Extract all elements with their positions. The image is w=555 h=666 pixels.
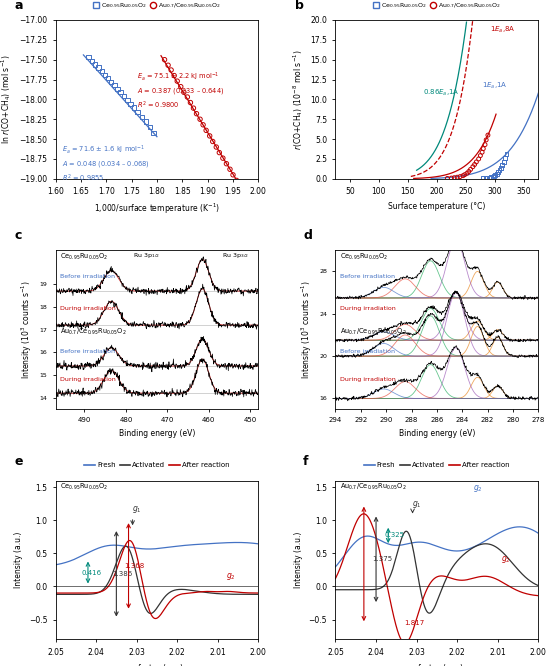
Point bbox=[176, 81, 185, 92]
Point bbox=[170, 70, 179, 81]
Text: Ce$_{0.95}$Ru$_{0.05}$O$_2$: Ce$_{0.95}$Ru$_{0.05}$O$_2$ bbox=[59, 482, 108, 492]
Point bbox=[232, 175, 241, 186]
Text: 0.86$E_a$,1A: 0.86$E_a$,1A bbox=[423, 89, 459, 99]
Point bbox=[130, 102, 139, 113]
Point bbox=[493, 167, 502, 178]
Text: c: c bbox=[15, 229, 22, 242]
Point bbox=[486, 172, 495, 182]
Text: $g_1$: $g_1$ bbox=[132, 504, 142, 515]
Point bbox=[107, 77, 116, 87]
Point bbox=[199, 119, 208, 130]
Point bbox=[145, 122, 154, 133]
Y-axis label: $r$(CO+CH$_4$) (10$^{-8}$ mol s$^{-1}$): $r$(CO+CH$_4$) (10$^{-8}$ mol s$^{-1}$) bbox=[291, 49, 305, 150]
Text: During irradiation: During irradiation bbox=[59, 378, 115, 382]
Text: a: a bbox=[15, 0, 23, 12]
Point bbox=[201, 125, 210, 136]
X-axis label: Surface temperature (°C): Surface temperature (°C) bbox=[388, 202, 486, 210]
Point bbox=[458, 170, 467, 181]
Point bbox=[98, 65, 107, 76]
Point bbox=[142, 117, 150, 127]
Point bbox=[189, 103, 198, 113]
Point bbox=[450, 172, 459, 183]
Point bbox=[179, 87, 188, 97]
Point bbox=[192, 109, 201, 119]
Text: $E_a$ = 75.1 ± 2.2 kJ mol$^{-1}$
$A$ = 0.387 (0.233 – 0.644)
$R^2$ = 0.9800: $E_a$ = 75.1 ± 2.2 kJ mol$^{-1}$ $A$ = 0… bbox=[137, 71, 224, 111]
X-axis label: $g$ factor (a.u.): $g$ factor (a.u.) bbox=[130, 662, 184, 666]
Text: 1$E_a$,8A: 1$E_a$,8A bbox=[490, 25, 515, 35]
Point bbox=[468, 161, 477, 172]
Text: Before irradiation: Before irradiation bbox=[340, 274, 395, 279]
Text: Before irradiation: Before irradiation bbox=[59, 274, 114, 279]
Y-axis label: Intensity (a.u.): Intensity (a.u.) bbox=[14, 531, 23, 588]
Point bbox=[137, 111, 146, 122]
Point bbox=[447, 172, 456, 183]
Point bbox=[502, 149, 511, 159]
Text: Before irradiation: Before irradiation bbox=[59, 349, 114, 354]
Point bbox=[101, 69, 110, 80]
Point bbox=[496, 163, 505, 173]
Text: Ru 3p$_{3/2}$: Ru 3p$_{3/2}$ bbox=[222, 252, 249, 260]
Point bbox=[119, 91, 128, 101]
Point bbox=[123, 95, 132, 105]
Point bbox=[225, 164, 234, 174]
Point bbox=[222, 159, 231, 169]
Point bbox=[478, 147, 487, 158]
Point bbox=[205, 131, 214, 141]
Point bbox=[470, 159, 479, 170]
Point bbox=[501, 153, 509, 163]
Point bbox=[463, 168, 472, 178]
Point bbox=[479, 173, 488, 184]
Text: $g_1$: $g_1$ bbox=[412, 500, 421, 510]
Legend: Fresh, Activated, After reaction: Fresh, Activated, After reaction bbox=[364, 462, 510, 469]
Text: 1.375: 1.375 bbox=[372, 556, 392, 562]
Point bbox=[90, 59, 99, 70]
Point bbox=[215, 147, 224, 158]
Point bbox=[94, 63, 103, 73]
Y-axis label: Intensity (10$^3$ counts s$^{-1}$): Intensity (10$^3$ counts s$^{-1}$) bbox=[19, 280, 34, 379]
Point bbox=[481, 173, 490, 184]
Point bbox=[208, 136, 217, 147]
Text: f: f bbox=[303, 455, 309, 468]
Point bbox=[483, 172, 492, 183]
Point bbox=[466, 164, 475, 174]
Point bbox=[443, 173, 452, 184]
Point bbox=[110, 80, 119, 91]
Point bbox=[186, 97, 195, 108]
X-axis label: Binding energy (eV): Binding energy (eV) bbox=[398, 429, 475, 438]
Text: $g_2$: $g_2$ bbox=[226, 571, 236, 583]
Text: Au$_{0.7}$/Ce$_{0.95}$Ru$_{0.05}$O$_2$: Au$_{0.7}$/Ce$_{0.95}$Ru$_{0.05}$O$_2$ bbox=[59, 326, 127, 337]
Text: $E_a$ = 71.6 ± 1.6 kJ mol$^{-1}$
$A$ = 0.048 (0.034 – 0.068)
$R^2$ = 0.9855: $E_a$ = 71.6 ± 1.6 kJ mol$^{-1}$ $A$ = 0… bbox=[62, 144, 149, 184]
Point bbox=[456, 171, 465, 182]
Point bbox=[126, 99, 135, 109]
Point bbox=[453, 172, 462, 182]
Point bbox=[472, 157, 481, 167]
Text: 0.325: 0.325 bbox=[384, 533, 404, 539]
Point bbox=[160, 55, 169, 65]
X-axis label: 1,000/surface temperature (K$^{-1}$): 1,000/surface temperature (K$^{-1}$) bbox=[94, 202, 220, 216]
Point bbox=[476, 151, 485, 161]
Point bbox=[183, 92, 192, 103]
Point bbox=[195, 114, 204, 125]
Legend: Ce$_{0.95}$Ru$_{0.05}$O$_2$, Au$_{0.7}$/Ce$_{0.95}$Ru$_{0.05}$O$_2$: Ce$_{0.95}$Ru$_{0.05}$O$_2$, Au$_{0.7}$/… bbox=[92, 1, 221, 11]
Point bbox=[212, 142, 221, 153]
Text: d: d bbox=[303, 229, 312, 242]
Point bbox=[166, 65, 175, 75]
Point bbox=[465, 166, 473, 176]
Point bbox=[481, 139, 490, 150]
Text: 1.368: 1.368 bbox=[124, 563, 145, 569]
Point bbox=[113, 84, 122, 95]
Text: Ce$_{0.95}$Ru$_{0.05}$O$_2$: Ce$_{0.95}$Ru$_{0.05}$O$_2$ bbox=[59, 252, 108, 262]
Text: During irradiation: During irradiation bbox=[340, 306, 395, 311]
Point bbox=[104, 73, 113, 83]
Text: 0.416: 0.416 bbox=[82, 569, 102, 575]
Point bbox=[490, 170, 498, 181]
Point bbox=[460, 169, 469, 180]
Point bbox=[488, 171, 497, 182]
Text: Au$_{0.7}$/Ce$_{0.95}$Ru$_{0.05}$O$_2$: Au$_{0.7}$/Ce$_{0.95}$Ru$_{0.05}$O$_2$ bbox=[340, 326, 406, 337]
X-axis label: $g$ factor (a.u.): $g$ factor (a.u.) bbox=[410, 662, 464, 666]
Point bbox=[495, 165, 504, 175]
Text: $g_2$: $g_2$ bbox=[473, 484, 482, 494]
Point bbox=[149, 127, 158, 138]
Text: Ru 3p$_{1/2}$: Ru 3p$_{1/2}$ bbox=[133, 252, 159, 260]
Y-axis label: Intensity (10$^3$ counts s$^{-1}$): Intensity (10$^3$ counts s$^{-1}$) bbox=[299, 280, 314, 379]
